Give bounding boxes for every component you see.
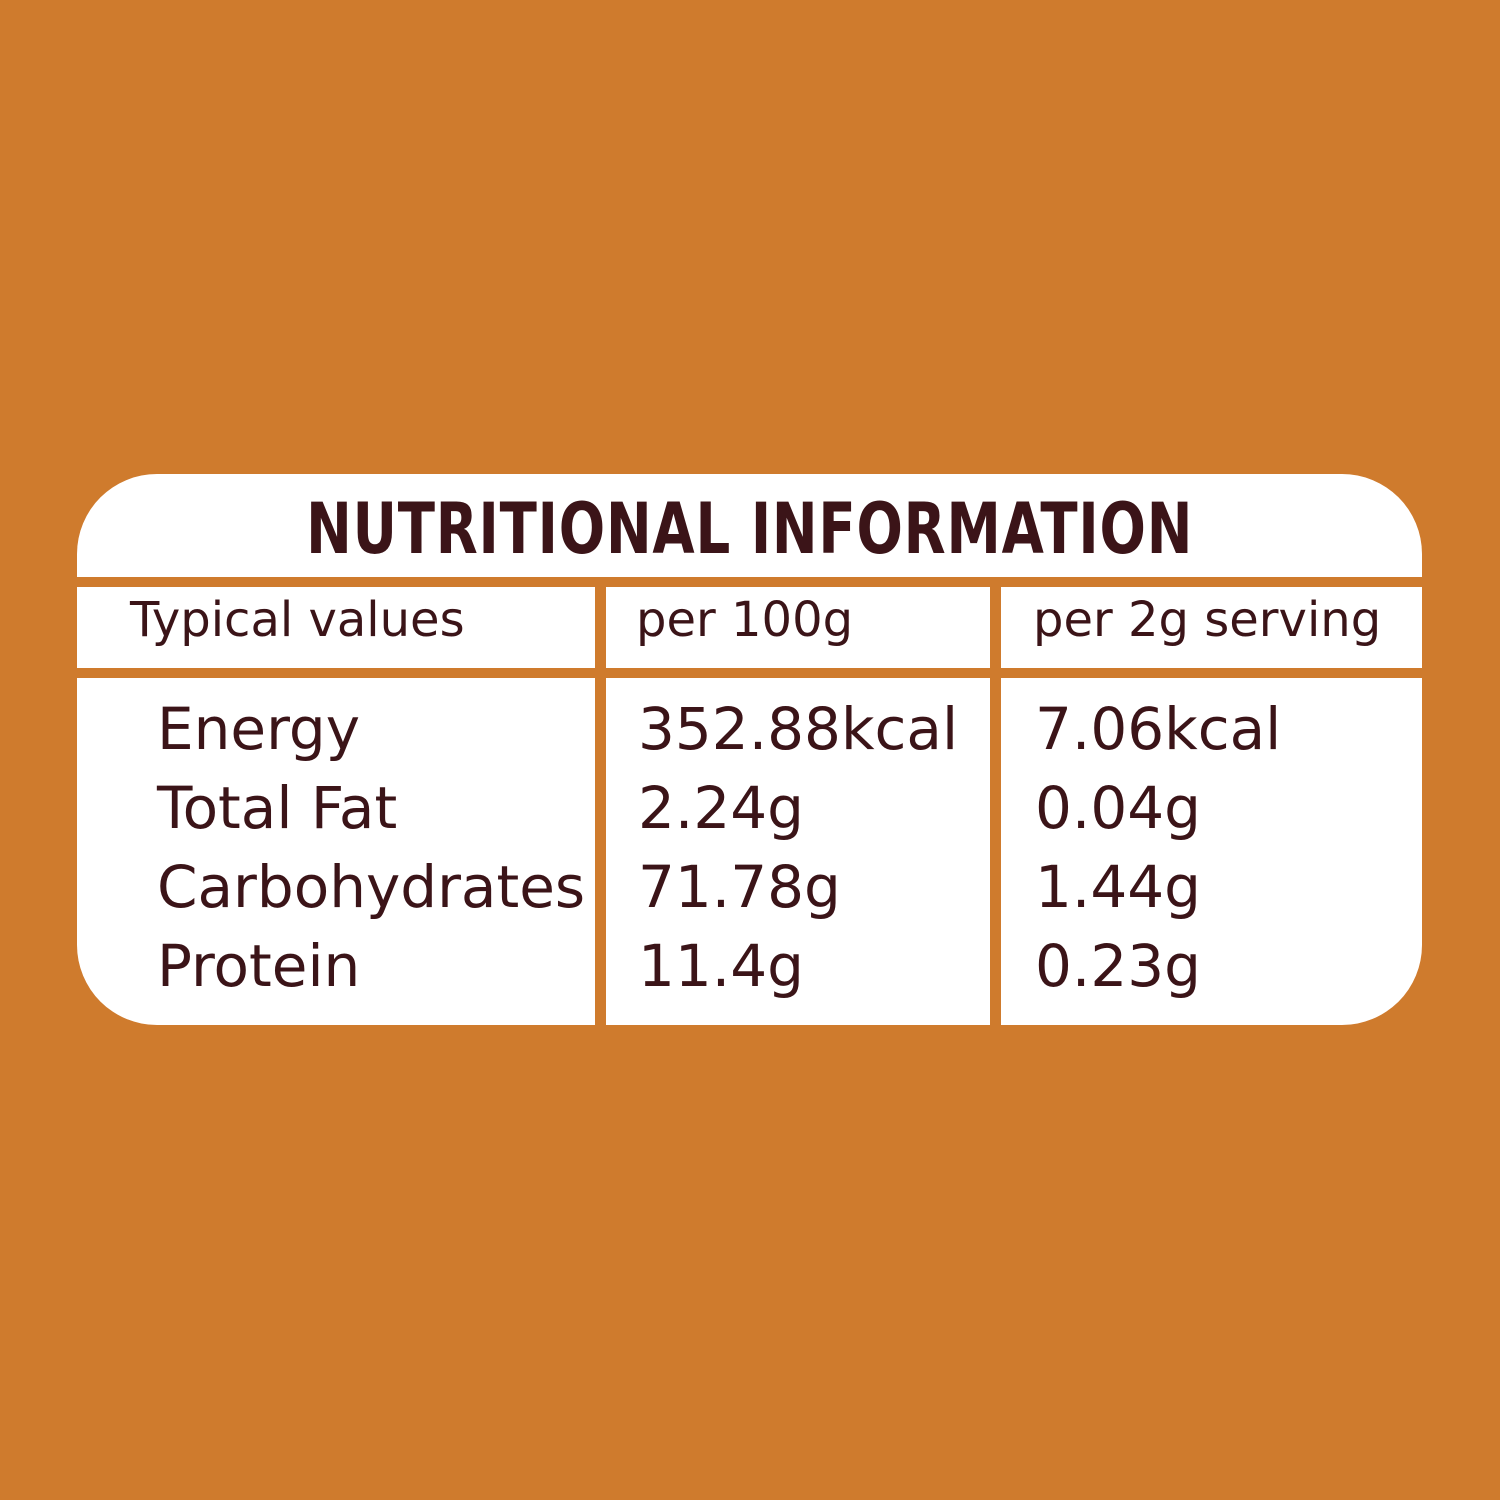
- table-title: NUTRITIONAL INFORMATION: [77, 488, 1422, 570]
- nutrition-table: NUTRITIONAL INFORMATION Typical values p…: [77, 474, 1422, 1025]
- header-typical-values: Typical values: [130, 592, 465, 648]
- title-text: NUTRITIONAL INFORMATION: [305, 488, 1194, 570]
- table-cell-label: Carbohydrates: [157, 853, 586, 921]
- divider: [595, 577, 606, 1025]
- divider: [77, 668, 1422, 678]
- header-per-serving: per 2g serving: [1033, 592, 1382, 648]
- divider: [77, 577, 1422, 587]
- divider: [990, 577, 1001, 1025]
- table-cell-per-100g: 11.4g: [638, 932, 804, 1000]
- header-per-100g: per 100g: [636, 592, 854, 648]
- table-cell-per-serving: 0.04g: [1035, 774, 1201, 842]
- table-cell-per-serving: 7.06kcal: [1035, 695, 1282, 763]
- table-cell-per-100g: 2.24g: [638, 774, 804, 842]
- table-cell-per-100g: 71.78g: [638, 853, 841, 921]
- table-cell-label: Total Fat: [157, 774, 398, 842]
- table-cell-per-serving: 0.23g: [1035, 932, 1201, 1000]
- table-cell-label: Energy: [157, 695, 361, 763]
- table-cell-per-serving: 1.44g: [1035, 853, 1201, 921]
- table-cell-per-100g: 352.88kcal: [638, 695, 959, 763]
- table-cell-label: Protein: [157, 932, 361, 1000]
